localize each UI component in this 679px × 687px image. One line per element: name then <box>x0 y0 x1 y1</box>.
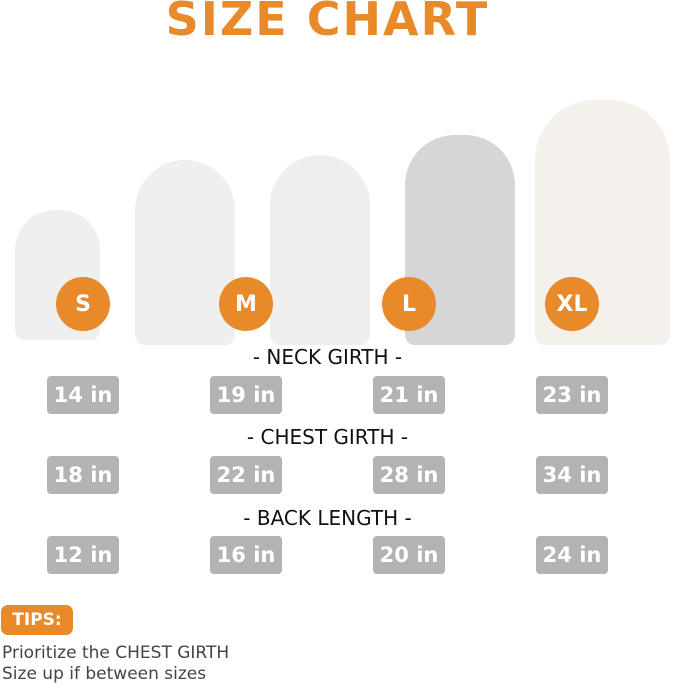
chest-m: 22 in <box>210 456 282 494</box>
back-l: 20 in <box>373 536 445 574</box>
back-s: 12 in <box>47 536 119 574</box>
size-badge-s: S <box>56 277 110 331</box>
neck-girth-heading: - NECK GIRTH - <box>252 345 403 369</box>
back-m: 16 in <box>210 536 282 574</box>
neck-l: 21 in <box>373 376 445 414</box>
tip-line: Prioritize the CHEST GIRTH <box>2 643 230 663</box>
chest-l: 28 in <box>373 456 445 494</box>
dog-image-medium <box>135 160 235 345</box>
tip-line: Size up if between sizes <box>2 664 207 684</box>
tips-label: TIPS: <box>1 605 73 635</box>
dog-image-beagle <box>270 155 370 345</box>
chest-xl: 34 in <box>536 456 608 494</box>
neck-m: 19 in <box>210 376 282 414</box>
neck-xl: 23 in <box>536 376 608 414</box>
size-badge-l: L <box>382 277 436 331</box>
size-badge-m: M <box>219 277 273 331</box>
chest-girth-heading: - CHEST GIRTH - <box>246 425 409 449</box>
back-length-heading: - BACK LENGTH - <box>243 506 412 530</box>
chest-s: 18 in <box>47 456 119 494</box>
neck-s: 14 in <box>47 376 119 414</box>
page-title: SIZE CHART <box>165 0 490 46</box>
back-xl: 24 in <box>536 536 608 574</box>
size-badge-xl: XL <box>545 277 599 331</box>
